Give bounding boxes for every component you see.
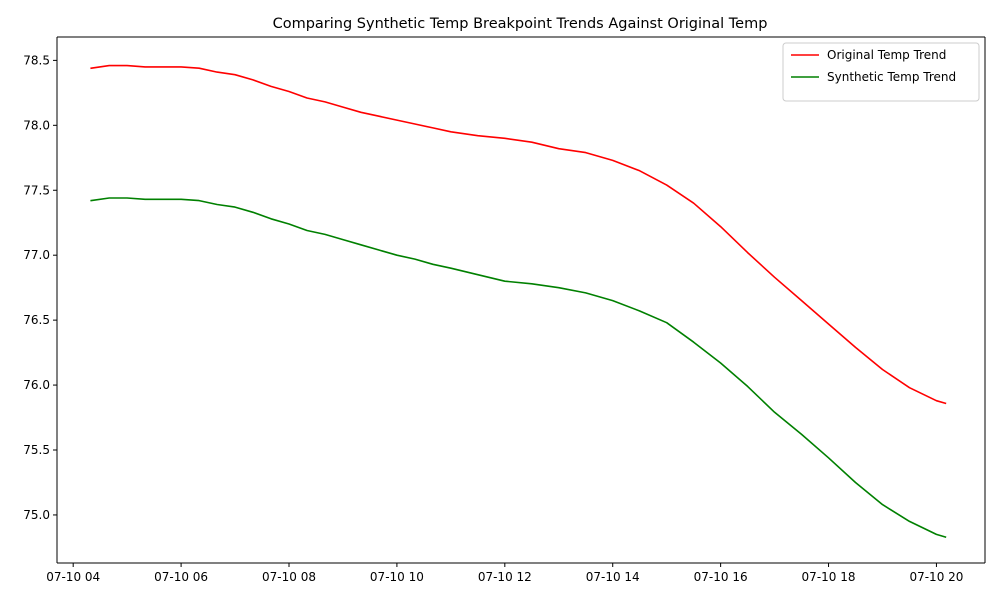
series-line-original-temp <box>90 64 947 405</box>
plot-area <box>57 37 985 563</box>
y-tick-label: 76.5 <box>23 313 50 327</box>
legend: Original Temp Trend Synthetic Temp Trend <box>782 42 980 102</box>
y-tick-label: 78.0 <box>23 118 50 132</box>
x-tick-label: 07-10 04 <box>46 570 100 584</box>
legend-label: Synthetic Temp Trend <box>827 70 956 84</box>
y-tick-label: 75.0 <box>23 508 50 522</box>
x-axis-ticks: 07-10 04 07-10 06 07-10 08 07-10 10 07-10 12… <box>46 563 963 584</box>
y-tick-label: 78.5 <box>23 53 50 67</box>
y-axis-ticks: 75.0 75.5 76.0 76.5 77.0 77.5 78.0 78.5 <box>23 53 57 522</box>
y-tick-label: 75.5 <box>23 443 50 457</box>
plot-frame <box>56 36 986 564</box>
y-tick-label: 77.0 <box>23 248 50 262</box>
x-tick-label: 07-10 06 <box>154 570 208 584</box>
x-tick-label: 07-10 20 <box>909 570 963 584</box>
y-tick-label: 76.0 <box>23 378 50 392</box>
x-tick-label: 07-10 08 <box>262 570 316 584</box>
chart-title: Comparing Synthetic Temp Breakpoint Tren… <box>273 16 768 32</box>
x-tick-label: 07-10 12 <box>478 570 532 584</box>
series-line-synthetic-temp <box>90 197 947 538</box>
x-tick-label: 07-10 14 <box>586 570 640 584</box>
x-tick-label: 07-10 18 <box>802 570 856 584</box>
series-group <box>90 64 947 538</box>
x-tick-label: 07-10 16 <box>694 570 748 584</box>
x-tick-label: 07-10 10 <box>370 570 424 584</box>
y-tick-label: 77.5 <box>23 183 50 197</box>
legend-box <box>782 42 980 102</box>
legend-label: Original Temp Trend <box>827 48 946 62</box>
